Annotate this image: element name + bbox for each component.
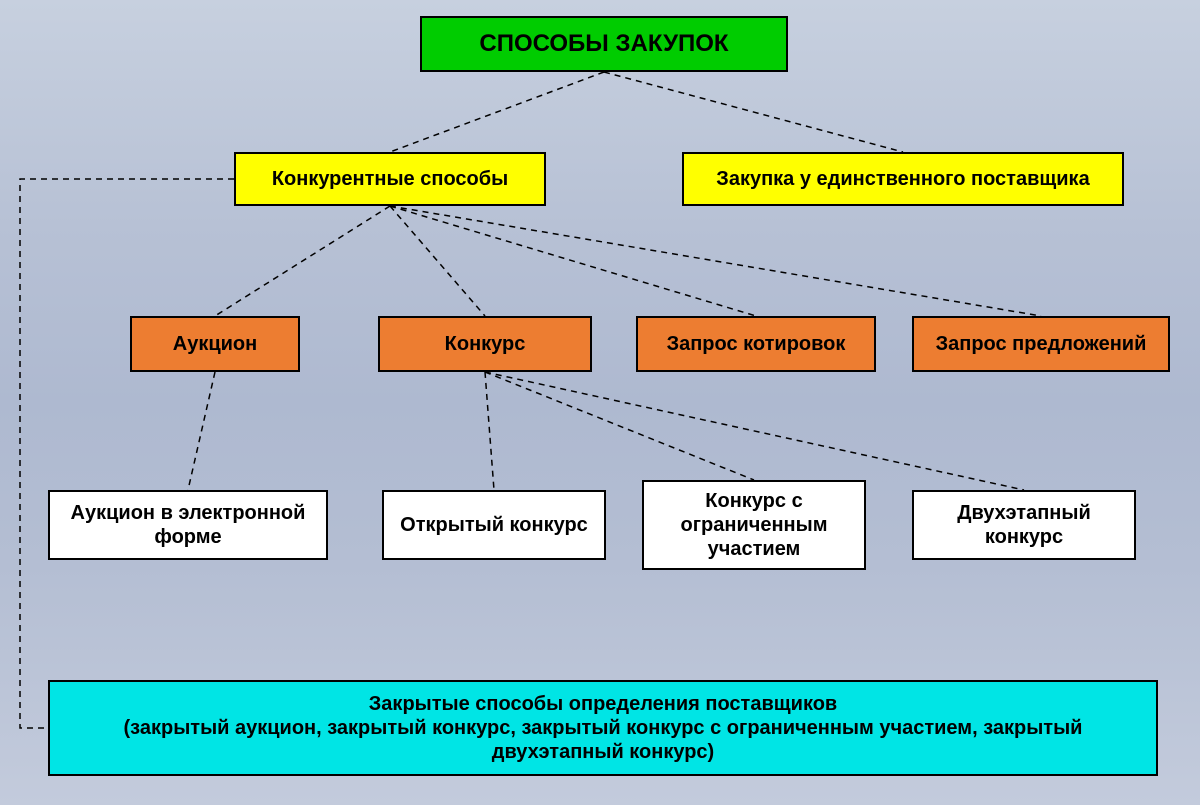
node-comp: Конкурентные способы [234, 152, 546, 206]
edge-root-single [604, 72, 903, 152]
edge-konk-openk [485, 372, 494, 490]
edge-auc-auc_e [188, 372, 215, 490]
node-auc_e: Аукцион в электронной форме [48, 490, 328, 560]
edge-konk-limk [485, 372, 754, 480]
node-limk: Конкурс с ограниченным участием [642, 480, 866, 570]
edge-root-comp [390, 72, 604, 152]
node-openk: Открытый конкурс [382, 490, 606, 560]
edge-comp-qreq [390, 206, 756, 316]
node-root: СПОСОБЫ ЗАКУПОК [420, 16, 788, 72]
edge-comp-preq [390, 206, 1041, 316]
node-qreq: Запрос котировок [636, 316, 876, 372]
node-closed: Закрытые способы определения поставщиков… [48, 680, 1158, 776]
diagram-canvas: СПОСОБЫ ЗАКУПОК Конкурентные способы Закуп… [0, 0, 1200, 805]
node-single: Закупка у единственного поставщика [682, 152, 1124, 206]
node-konk: Конкурс [378, 316, 592, 372]
node-twok: Двухэтапный конкурс [912, 490, 1136, 560]
node-preq: Запрос предложений [912, 316, 1170, 372]
edge-comp-auc [215, 206, 390, 316]
edge-comp-konk [390, 206, 485, 316]
node-auc: Аукцион [130, 316, 300, 372]
edge-konk-twok [485, 372, 1024, 490]
edge-comp-closed [20, 179, 234, 728]
